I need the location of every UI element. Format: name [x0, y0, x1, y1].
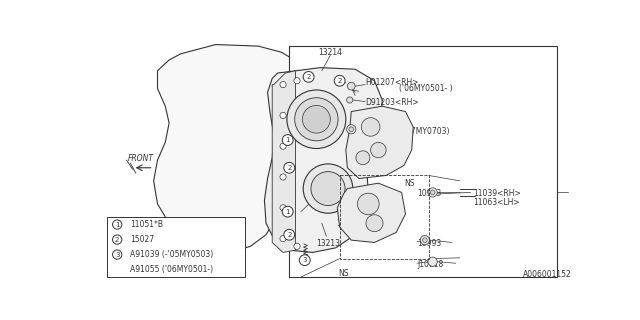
Text: 11039<RH>: 11039<RH>	[474, 189, 522, 198]
Polygon shape	[154, 44, 305, 252]
Circle shape	[282, 135, 293, 145]
Bar	[340, 175, 429, 259]
Text: FRONT: FRONT	[127, 154, 154, 163]
Text: 10993: 10993	[417, 239, 442, 248]
Text: 13213: 13213	[316, 239, 340, 248]
Circle shape	[284, 229, 294, 240]
Text: 11051*A(-'07MY0703): 11051*A(-'07MY0703)	[365, 127, 450, 136]
Circle shape	[284, 162, 294, 173]
Text: ('06MY0501- ): ('06MY0501- )	[399, 84, 453, 93]
Polygon shape	[264, 68, 382, 252]
Text: J10618: J10618	[417, 260, 444, 269]
Circle shape	[311, 172, 345, 205]
Text: 11051*B: 11051*B	[131, 220, 163, 229]
Circle shape	[303, 164, 353, 213]
Text: H01207<RH>: H01207<RH>	[365, 78, 419, 87]
Text: A91055 ('06MY0501-): A91055 ('06MY0501-)	[131, 265, 214, 274]
Circle shape	[347, 124, 356, 134]
Circle shape	[430, 190, 435, 195]
Circle shape	[300, 255, 310, 266]
Circle shape	[303, 105, 330, 133]
Text: 2: 2	[337, 78, 342, 84]
Circle shape	[294, 98, 338, 141]
Circle shape	[113, 250, 122, 259]
Text: 3: 3	[303, 257, 307, 263]
Text: 1: 1	[285, 209, 290, 215]
Text: 2: 2	[287, 165, 291, 171]
Circle shape	[347, 97, 353, 103]
Circle shape	[303, 71, 314, 82]
Circle shape	[428, 188, 437, 197]
Text: 2: 2	[307, 74, 311, 80]
Text: 11051*C: 11051*C	[336, 219, 369, 228]
Circle shape	[294, 78, 300, 84]
Text: NS: NS	[339, 269, 349, 278]
Circle shape	[280, 112, 286, 118]
Circle shape	[366, 215, 383, 232]
Circle shape	[349, 127, 353, 132]
Circle shape	[287, 90, 346, 148]
Text: 15027: 15027	[131, 235, 154, 244]
Bar	[289, 46, 557, 277]
Text: 2: 2	[115, 236, 120, 243]
Polygon shape	[346, 106, 413, 179]
Circle shape	[280, 143, 286, 149]
Circle shape	[280, 174, 286, 180]
Text: 10993: 10993	[417, 188, 442, 197]
Polygon shape	[272, 71, 296, 252]
Circle shape	[362, 118, 380, 136]
Circle shape	[294, 243, 300, 249]
Circle shape	[334, 76, 345, 86]
Circle shape	[420, 236, 429, 245]
Text: A91039 (-'05MY0503): A91039 (-'05MY0503)	[131, 250, 214, 259]
Text: A006001152: A006001152	[524, 270, 572, 279]
Text: 11063<LH>: 11063<LH>	[474, 198, 520, 207]
Polygon shape	[337, 183, 406, 243]
Circle shape	[282, 206, 293, 217]
Circle shape	[358, 193, 379, 215]
Circle shape	[356, 151, 370, 165]
Circle shape	[113, 220, 122, 229]
Circle shape	[428, 257, 437, 266]
Circle shape	[280, 236, 286, 242]
Circle shape	[422, 238, 428, 243]
Text: 13214: 13214	[318, 48, 342, 57]
Text: 1: 1	[285, 137, 290, 143]
Bar	[107, 217, 245, 277]
Circle shape	[371, 142, 386, 158]
Circle shape	[280, 205, 286, 211]
Text: 3: 3	[115, 252, 120, 258]
Circle shape	[280, 82, 286, 88]
Text: 2: 2	[287, 232, 291, 238]
Text: D91203<RH>: D91203<RH>	[365, 99, 419, 108]
Text: 1: 1	[115, 221, 120, 228]
Text: NS: NS	[404, 179, 415, 188]
Circle shape	[348, 82, 355, 90]
Circle shape	[113, 235, 122, 244]
